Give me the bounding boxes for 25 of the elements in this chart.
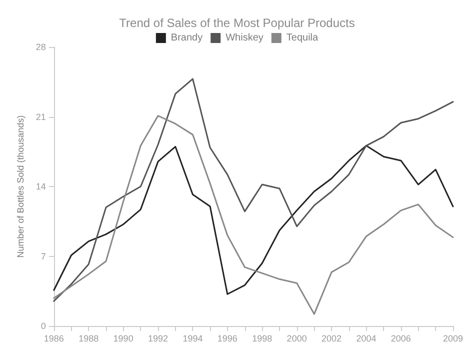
legend-label: Whiskey [226,32,264,44]
chart-title: Trend of Sales of the Most Popular Products [119,16,355,30]
x-tick-label: 2004 [356,334,376,344]
x-tick-label: 1994 [182,334,203,344]
line-series [53,115,454,315]
x-tick-label: 1988 [78,334,99,344]
y-tick-label: 28 [36,42,46,52]
y-tick-label: 0 [40,321,46,331]
x-tick-label: 2000 [286,334,307,344]
x-tick-label: 1998 [252,334,272,344]
y-axis-title: Number of Bottles Sold (thousands) [16,115,26,258]
x-tick-label: 1990 [113,334,134,344]
line-series [53,144,454,295]
x-tick-label: 1992 [148,334,168,344]
legend-label: Tequila [286,32,319,44]
y-tick-label: 14 [36,182,46,192]
y-tick-label: 7 [40,251,46,262]
legend-label: Brandy [170,32,203,44]
x-tick-label: 2002 [322,334,342,344]
x-tick-label: 1986 [44,334,64,344]
x-tick-label: 1996 [217,334,238,344]
y-tick-label: 21 [36,112,46,122]
line-series [53,78,454,302]
x-tick-label: 2006 [390,334,411,344]
x-tick-label: 2009 [442,334,464,344]
